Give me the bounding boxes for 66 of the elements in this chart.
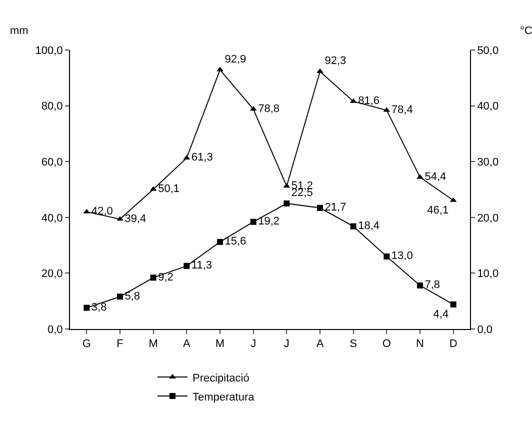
data-label: 5,8 <box>124 290 140 302</box>
y2-tick-label: 0,0 <box>477 324 492 336</box>
data-label: 21,7 <box>324 202 346 214</box>
point <box>84 304 90 311</box>
data-label: 9,2 <box>158 271 174 284</box>
data-label: 78,8 <box>258 102 280 115</box>
y2-tick-label: 20,0 <box>477 212 499 224</box>
point <box>117 294 123 300</box>
y-tick-label: 100,0 <box>35 44 63 57</box>
point <box>350 223 356 230</box>
y-axis-title: mm <box>10 25 28 37</box>
y2-tick-label: 40,0 <box>477 100 499 113</box>
x-tick-label: O <box>382 338 392 350</box>
y2-tick-label: 50,0 <box>477 44 499 57</box>
point <box>184 262 190 269</box>
point <box>116 216 124 221</box>
x-tick-label: J <box>284 338 290 350</box>
y2-axis-title: °C <box>520 25 532 37</box>
data-label: 92,3 <box>324 54 346 67</box>
data-label: 39,4 <box>124 212 146 225</box>
x-tick-label: M <box>148 338 158 350</box>
data-label: 18,4 <box>358 220 380 232</box>
point <box>217 238 223 245</box>
data-label: 61,3 <box>191 152 213 164</box>
data-label: 15,6 <box>224 236 246 248</box>
data-label: 3,8 <box>91 302 107 314</box>
point <box>150 274 156 281</box>
point <box>250 218 256 225</box>
data-label: 4,4 <box>433 308 449 320</box>
y-tick-label: 0,0 <box>48 324 63 336</box>
data-label: 50,1 <box>158 182 180 195</box>
point <box>317 204 323 211</box>
point <box>384 253 390 260</box>
data-label: 13,0 <box>391 250 413 262</box>
point <box>450 301 456 308</box>
point <box>216 66 224 72</box>
data-label: 54,4 <box>424 170 446 183</box>
x-tick-label: S <box>350 338 357 350</box>
data-label: 19,2 <box>258 216 280 228</box>
data-label: 46,1 <box>427 204 449 216</box>
data-label: 78,4 <box>391 104 413 116</box>
x-tick-label: A <box>183 338 191 350</box>
y-tick-label: 80,0 <box>41 100 63 113</box>
y-tick-label: 60,0 <box>41 156 63 168</box>
x-tick-label: D <box>449 338 458 350</box>
data-label: 7,8 <box>424 279 440 292</box>
legend-label: Precipitació <box>192 372 250 384</box>
point <box>316 68 324 73</box>
x-tick-label: F <box>116 338 124 350</box>
x-tick-label: J <box>250 338 256 350</box>
x-tick-label: M <box>215 338 225 350</box>
x-tick-label: A <box>316 338 324 350</box>
data-label: 42,0 <box>91 206 113 218</box>
y2-tick-label: 10,0 <box>477 268 499 280</box>
point <box>284 200 290 206</box>
y2-tick-label: 30,0 <box>477 156 499 168</box>
legend-label: Temperatura <box>192 391 256 404</box>
y-tick-label: 20,0 <box>41 268 63 280</box>
x-tick-label: G <box>82 338 91 350</box>
data-label: 11,3 <box>191 260 212 272</box>
point <box>417 282 423 288</box>
data-label: 81,6 <box>358 95 380 108</box>
x-tick-label: N <box>416 338 424 350</box>
y-tick-label: 40,0 <box>41 212 63 224</box>
point <box>416 174 424 179</box>
data-label: 92,9 <box>224 53 246 66</box>
